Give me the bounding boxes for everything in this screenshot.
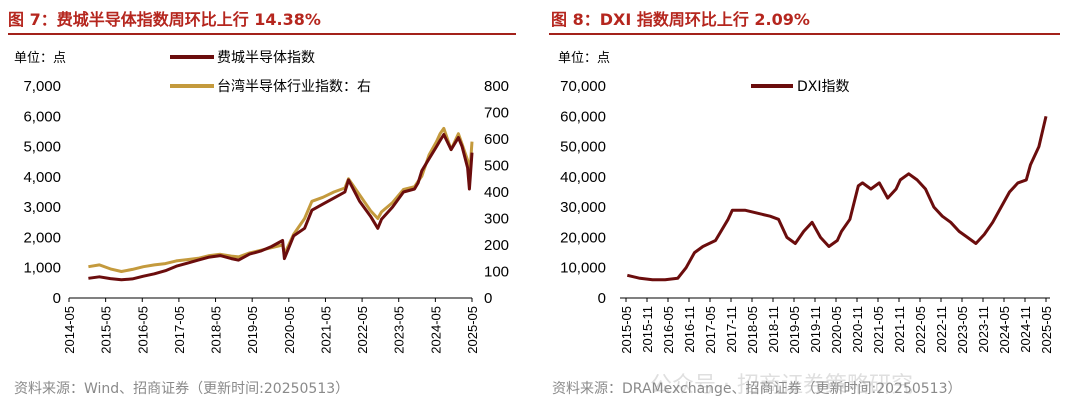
- right-x-tick-label: 2020-05: [829, 306, 844, 354]
- left-x-tick-label: 2022-05: [355, 306, 370, 354]
- left-y-tick-label: 4,000: [23, 169, 61, 186]
- right-y-tick-label: 10,000: [560, 260, 606, 277]
- right-y-tick-label: 0: [598, 290, 606, 307]
- left-x-tick-label: 2018-05: [209, 306, 224, 354]
- left-y-right-tick-label: 0: [484, 290, 492, 307]
- right-y-tick-label: 60,000: [560, 108, 606, 125]
- left-plot-area: 0 1,000 2,000 3,000 4,000 5,000 6,000 7,000 0 10…: [23, 50, 509, 354]
- legend-label-taiwan: 台湾半导体行业指数：右: [217, 78, 371, 95]
- left-y-tick-label: 1,000: [23, 260, 61, 277]
- left-x-tick-label: 2025-05: [465, 306, 480, 354]
- right-x-tick-label: 2022-05: [913, 306, 928, 354]
- left-y-tick-label: 3,000: [23, 199, 61, 216]
- right-x-tick-label: 2024-11: [1018, 306, 1033, 353]
- right-x-tick-label: 2015-05: [619, 306, 634, 354]
- right-x-tick-label: 2016-05: [661, 306, 676, 354]
- right-unit-label: 单位：点: [558, 51, 611, 66]
- right-y-tick-label: 50,000: [560, 139, 606, 156]
- right-x-tick-label: 2021-11: [892, 306, 907, 353]
- right-x-tick-label: 2016-11: [682, 306, 697, 353]
- right-y-tick-label: 20,000: [560, 229, 606, 246]
- watermark: 公众号 · 招商证券策略研究: [650, 373, 913, 398]
- left-x-tick-label: 2015-05: [99, 306, 114, 354]
- left-x-tick-label: 2020-05: [282, 306, 297, 354]
- left-x-tick-label: 2023-05: [392, 306, 407, 354]
- left-x-tick-label: 2017-05: [172, 306, 187, 354]
- left-x-tick-label: 2014-05: [62, 306, 77, 354]
- left-y-right-tick-label: 700: [484, 105, 509, 122]
- left-y-right-tick-label: 800: [484, 78, 509, 95]
- right-x-tick-label: 2023-05: [955, 306, 970, 354]
- right-x-tick-label: 2017-11: [724, 306, 739, 353]
- right-title-rule: [549, 33, 1060, 35]
- left-y-right-tick-label: 300: [484, 211, 509, 228]
- right-x-tick-label: 2019-11: [808, 306, 823, 353]
- left-y-tick-label: 7,000: [23, 78, 61, 95]
- left-y-right-tick-label: 400: [484, 184, 509, 201]
- left-x-tick-label: 2019-05: [245, 306, 260, 354]
- right-x-tick-label: 2021-05: [871, 306, 886, 354]
- left-x-tick-label: 2021-05: [318, 306, 333, 354]
- left-y-right-tick-label: 500: [484, 158, 509, 175]
- right-x-tick-label: 2025-05: [1039, 306, 1054, 354]
- right-x-tick-label: 2015-11: [640, 306, 655, 353]
- right-y-tick-label: 70,000: [560, 78, 606, 95]
- left-y-tick-label: 6,000: [23, 108, 61, 125]
- series-line-sox: [88, 133, 474, 282]
- right-x-tick-label: 2022-11: [934, 306, 949, 353]
- right-y-tick-label: 40,000: [560, 169, 606, 186]
- right-x-tick-label: 2024-05: [997, 306, 1012, 354]
- legend-label-dxi: DXI指数: [797, 79, 850, 95]
- right-x-tick-label: 2023-11: [976, 306, 991, 353]
- left-y-tick-label: 0: [53, 290, 61, 307]
- series-line-taiwan: [88, 126, 474, 273]
- right-source: 资料来源：DRAMexchange、招商证券（更新时间:20250513）: [552, 381, 962, 397]
- right-chart-title: 图 8：DXI 指数周环比上行 2.09%: [551, 10, 810, 29]
- left-y-right-tick-label: 600: [484, 131, 509, 148]
- left-chart-title: 图 7：费城半导体指数周环比上行 14.38%: [8, 10, 321, 29]
- left-y-tick-label: 2,000: [23, 229, 61, 246]
- left-source: 资料来源：Wind、招商证券（更新时间:20250513）: [14, 381, 350, 397]
- left-x-tick-label: 2016-05: [135, 306, 150, 354]
- left-unit-label: 单位：点: [14, 51, 67, 66]
- right-plot-area: 0 10,000 20,000 30,000 40,000 50,000 60,000 70,…: [560, 78, 1054, 398]
- right-x-tick-label: 2018-11: [766, 306, 781, 353]
- right-legend: DXI指数: [751, 79, 850, 95]
- right-x-tick-label: 2020-11: [850, 306, 865, 353]
- right-x-tick-label: 2019-05: [787, 306, 802, 354]
- left-title-rule: [8, 33, 516, 35]
- left-legend: 费城半导体指数 台湾半导体行业指数：右: [170, 50, 371, 95]
- legend-label-sox: 费城半导体指数: [217, 50, 315, 66]
- series-line-dxi: [626, 115, 1048, 282]
- right-x-tick-label: 2018-05: [745, 306, 760, 354]
- left-x-tick-label: 2024-05: [428, 306, 443, 354]
- right-x-tick-label: 2017-05: [703, 306, 718, 354]
- left-y-right-tick-label: 100: [484, 264, 509, 281]
- left-y-right-tick-label: 200: [484, 237, 509, 254]
- left-y-tick-label: 5,000: [23, 139, 61, 156]
- right-y-tick-label: 30,000: [560, 199, 606, 216]
